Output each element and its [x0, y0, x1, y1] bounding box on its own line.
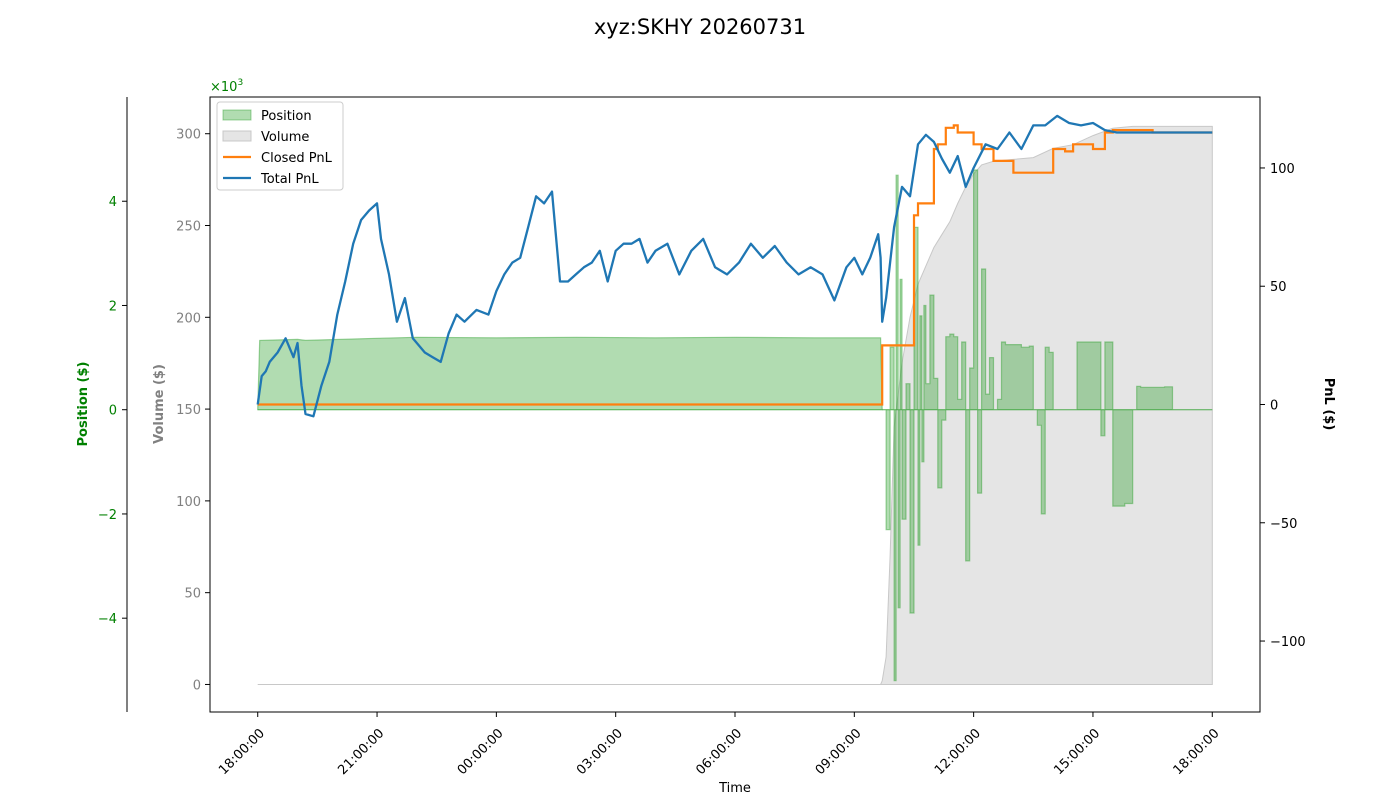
volume-tick-label: 0 — [193, 678, 201, 693]
series-group — [256, 114, 1213, 685]
x-tick-label: 15:00:00 — [1051, 726, 1103, 778]
pnl-axis-title: PnL ($) — [1321, 378, 1336, 431]
position-tick-label: −4 — [98, 612, 117, 627]
pnl-tick-label: −100 — [1270, 635, 1306, 650]
chart-title: xyz:SKHY 20260731 — [594, 15, 806, 39]
pnl-tick-label: 100 — [1270, 162, 1295, 177]
closed-pnl-line — [257, 124, 1213, 406]
x-tick-label: 18:00:00 — [216, 726, 268, 778]
volume-tick-label: 200 — [176, 311, 201, 326]
volume-tick-label: 250 — [176, 220, 201, 235]
x-tick-label: 18:00:00 — [1171, 726, 1223, 778]
legend-label: Total PnL — [260, 172, 319, 187]
volume-area — [257, 125, 1213, 685]
volume-tick-label: 300 — [176, 128, 201, 143]
position-area — [257, 336, 883, 411]
volume-tick-label: 100 — [176, 495, 201, 510]
position-tick-label: 2 — [109, 299, 117, 314]
volume-axis-title: Volume ($) — [152, 364, 167, 444]
position-tick-label: 4 — [109, 195, 117, 210]
pnl-tick-label: 50 — [1270, 280, 1287, 295]
volume-tick-label: 150 — [176, 403, 201, 418]
pnl-tick-label: −50 — [1270, 517, 1297, 532]
position-area-intraday — [882, 169, 1213, 682]
legend-label: Closed PnL — [261, 151, 333, 166]
legend-swatch-volume — [222, 130, 252, 142]
position-tick-label: 0 — [109, 404, 117, 419]
x-tick-label: 21:00:00 — [335, 726, 387, 778]
x-tick-label: 12:00:00 — [932, 726, 984, 778]
pnl-tick-label: 0 — [1270, 399, 1278, 414]
volume-tick-label: 50 — [184, 587, 201, 602]
volume-offset-exponent: 3 — [237, 78, 243, 88]
legend-label: Volume — [261, 130, 309, 145]
volume-offset-label: ×103 — [210, 78, 243, 95]
x-tick-label: 06:00:00 — [693, 726, 745, 778]
plot-area — [256, 114, 1213, 685]
x-tick-label: 09:00:00 — [813, 726, 865, 778]
position-tick-label: −2 — [98, 508, 117, 523]
total-pnl-line — [256, 114, 1213, 418]
legend-box — [216, 101, 344, 191]
legend: Position Volume Closed PnL Total PnL — [216, 101, 344, 191]
position-axis-title: Position ($) — [76, 362, 91, 447]
legend-swatch-position — [222, 109, 252, 121]
x-tick-label: 03:00:00 — [574, 726, 626, 778]
x-tick-label: 00:00:00 — [455, 726, 507, 778]
legend-label: Position — [261, 109, 312, 124]
x-axis-title: Time — [718, 781, 751, 796]
